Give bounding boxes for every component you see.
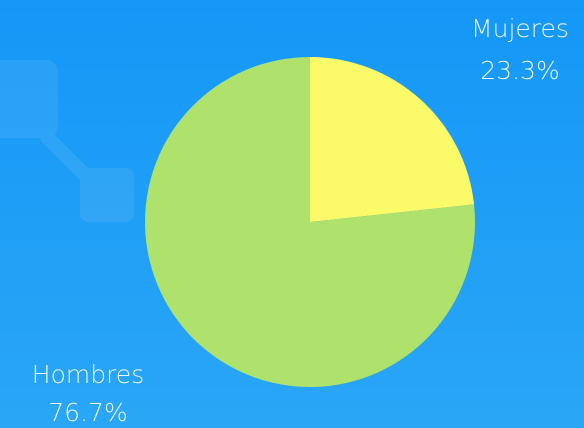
slice-label: Mujeres (471, 14, 569, 43)
pie (144, 57, 475, 387)
pie-slice (310, 57, 475, 222)
slice-value: 76.7% (48, 398, 127, 427)
slice-value: 23.3% (480, 56, 559, 85)
pie-slice (144, 57, 475, 387)
slice-label: Hombres (32, 360, 144, 389)
decoration (0, 60, 134, 222)
labels: Mujeres 23.3% Hombres 76.7% (32, 14, 569, 427)
